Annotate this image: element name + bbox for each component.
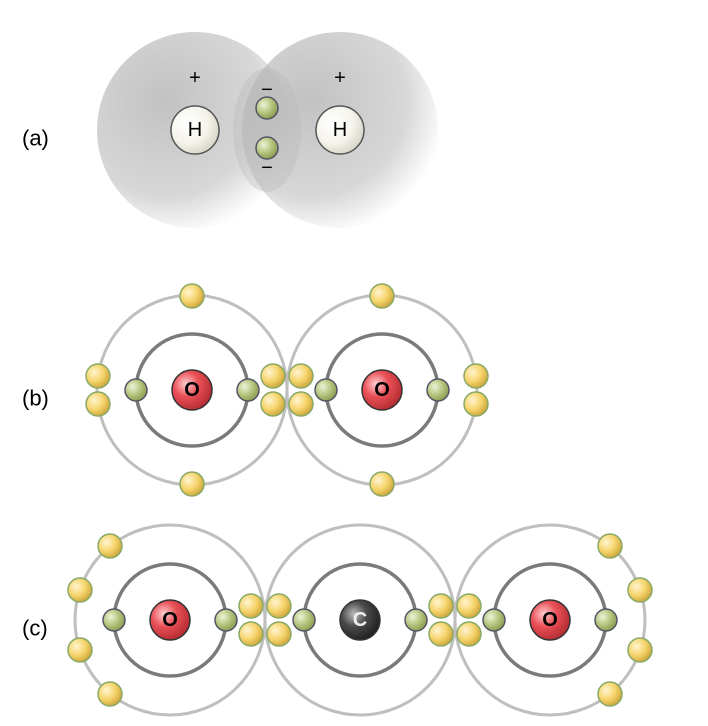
shared-electron [429,622,453,646]
outer-electron [628,578,652,602]
inner-electron [237,379,259,401]
shared-electron [457,594,481,618]
shared-electron [239,594,263,618]
shared-electron [289,364,313,388]
outer-electron [180,472,204,496]
charge-plus: + [334,67,346,89]
outer-electron [464,392,488,416]
atom-symbol: O [184,379,200,401]
atom-symbol: O [542,609,558,631]
shared-electron [267,594,291,618]
shared-electron [261,364,285,388]
outer-electron [98,534,122,558]
charge-plus: + [189,67,201,89]
shared-electron [261,392,285,416]
inner-electron [405,609,427,631]
shared-electron [239,622,263,646]
inner-electron [483,609,505,631]
shared-electron [256,137,278,159]
outer-electron [598,534,622,558]
atom-symbol: H [333,119,347,141]
inner-electron [125,379,147,401]
atom-symbol: H [188,119,202,141]
outer-electron [68,578,92,602]
outer-electron [598,682,622,706]
shared-electron [267,622,291,646]
outer-electron [180,284,204,308]
shared-electron [457,622,481,646]
inner-electron [427,379,449,401]
inner-electron [103,609,125,631]
panel-label: (c) [22,616,48,641]
charge-minus: − [261,157,273,179]
outer-electron [370,284,394,308]
outer-electron [86,364,110,388]
outer-electron [464,364,488,388]
inner-electron [595,609,617,631]
outer-electron [68,638,92,662]
outer-electron [98,682,122,706]
panel-label: (a) [22,126,49,151]
outer-electron [86,392,110,416]
shared-electron [289,392,313,416]
atom-symbol: O [162,609,178,631]
atom-symbol: C [353,609,367,631]
shared-electron [429,594,453,618]
inner-electron [293,609,315,631]
atom-symbol: O [374,379,390,401]
panel-label: (b) [22,386,49,411]
shared-electron [256,97,278,119]
outer-electron [628,638,652,662]
outer-electron [370,472,394,496]
inner-electron [315,379,337,401]
inner-electron [215,609,237,631]
